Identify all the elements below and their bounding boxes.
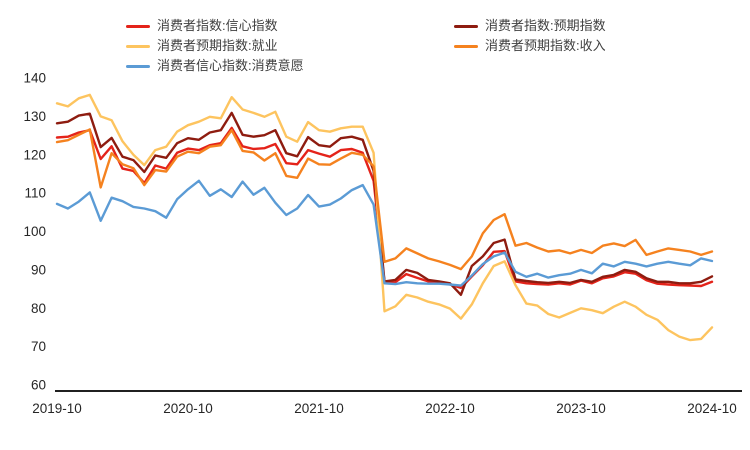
y-axis-tick-label: 80 — [31, 301, 46, 316]
x-axis-tick-label: 2024-10 — [687, 401, 737, 416]
legend-label: 消费者指数:信心指数 — [157, 18, 278, 33]
y-axis-tick-label: 70 — [31, 339, 46, 354]
legend-swatch-blue — [126, 64, 150, 68]
legend-item-consumption-willingness[interactable]: 消费者信心指数:消费意愿 — [126, 56, 304, 76]
legend-label: 消费者预期指数:收入 — [485, 38, 606, 53]
legend-swatch-darkred — [454, 24, 478, 28]
x-axis-tick-label: 2021-10 — [294, 401, 344, 416]
legend-item-income-expectation[interactable]: 消费者预期指数:收入 — [454, 36, 606, 56]
y-axis-tick-label: 130 — [23, 109, 46, 124]
legend-label: 消费者指数:预期指数 — [485, 18, 606, 33]
legend-swatch-yellow — [126, 44, 150, 48]
chart-legend: 消费者指数:信心指数 消费者指数:预期指数 消费者预期指数:就业 消费者预期指数… — [0, 0, 750, 80]
y-axis-tick-label: 110 — [24, 186, 46, 201]
legend-label: 消费者信心指数:消费意愿 — [157, 58, 304, 73]
series-line-4 — [55, 179, 714, 287]
legend-item-employment-expectation[interactable]: 消费者预期指数:就业 — [126, 36, 278, 56]
y-axis-tick-label: 100 — [23, 224, 46, 239]
x-axis-tick-label: 2019-10 — [32, 401, 82, 416]
y-axis-tick-label: 60 — [31, 378, 46, 393]
x-axis-tick-label: 2020-10 — [163, 401, 213, 416]
series-line-2 — [55, 93, 714, 342]
legend-swatch-orange — [454, 44, 478, 48]
y-axis-tick-label: 140 — [23, 71, 46, 86]
x-axis-tick-label: 2022-10 — [425, 401, 475, 416]
y-axis-tick-label: 120 — [23, 147, 46, 162]
legend-label: 消费者预期指数:就业 — [157, 38, 278, 53]
legend-item-confidence-index[interactable]: 消费者指数:信心指数 — [126, 16, 278, 36]
y-axis-tick-label: 90 — [31, 262, 46, 277]
legend-item-expectation-index[interactable]: 消费者指数:预期指数 — [454, 16, 606, 36]
series-line-3 — [55, 128, 714, 271]
x-axis-tick-label: 2023-10 — [556, 401, 606, 416]
legend-swatch-red — [126, 24, 150, 28]
